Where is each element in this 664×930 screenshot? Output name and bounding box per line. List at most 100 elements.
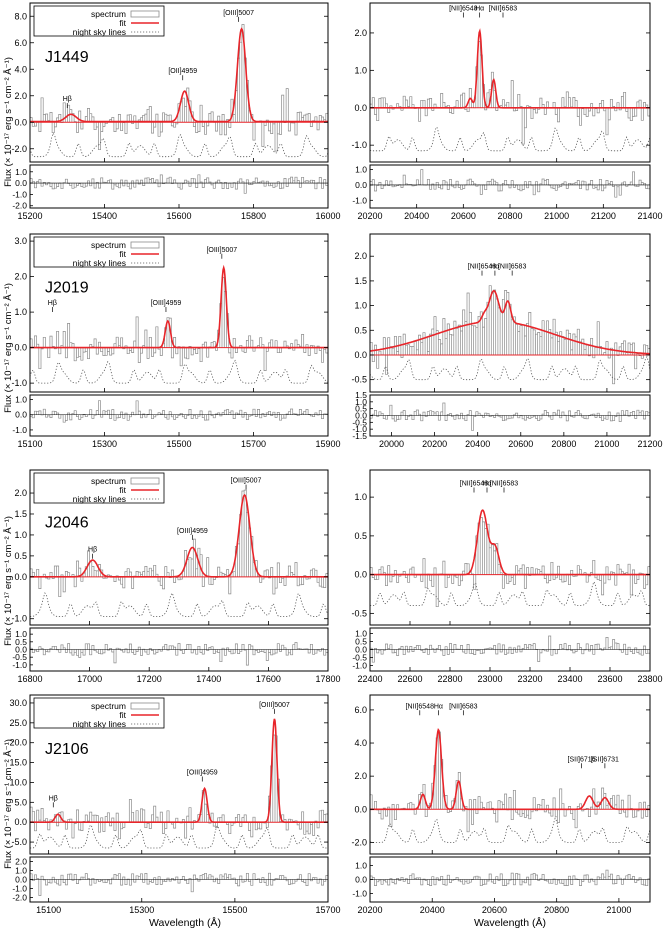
- x-tick-label: 23600: [597, 674, 622, 684]
- residual-y-tick-label: 1.0: [15, 629, 27, 639]
- residual-y-tick-label: 0.5: [15, 637, 27, 647]
- y-tick-label: 4.0: [14, 64, 27, 74]
- residual-y-tick-label: 0.0: [355, 645, 367, 655]
- spectrum-histogram: [370, 285, 650, 385]
- night-sky-line-curve: [370, 817, 650, 843]
- x-tick-label: 15500: [222, 905, 247, 915]
- y-tick-label: 1.5: [14, 509, 27, 519]
- legend-swatch-spectrum: [130, 702, 160, 710]
- legend-label-sky: night sky lines: [73, 27, 126, 37]
- x-tick-label: 21000: [606, 905, 631, 915]
- legend-label-spectrum: spectrum: [91, 9, 126, 19]
- y-tick-label: 0.0: [14, 343, 27, 353]
- y-tick-label: 8.0: [14, 11, 27, 21]
- x-tick-label: 17800: [315, 674, 340, 684]
- legend-swatch-spectrum: [130, 241, 160, 249]
- y-tick-label: 3.0: [14, 236, 27, 246]
- y-tick-label: -1.0: [11, 614, 27, 624]
- y-tick-label: 2.0: [14, 272, 27, 282]
- main-plot-frame: [29, 469, 329, 626]
- y-axis-label-2: Flux (× 10⁻¹⁷ erg s⁻¹ cm⁻² Å⁻¹): [3, 283, 14, 413]
- y-tick-label: 30.0: [9, 698, 27, 708]
- x-tick-label: 15300: [129, 905, 154, 915]
- legend-label-sky: night sky lines: [73, 258, 126, 268]
- x-tick-label: 15900: [315, 439, 340, 449]
- panel-j2106-k: -2.0 0.0 2.0 4.0 6.0 -1.0 0.0 1.0 20200 20400 2060…: [351, 694, 651, 915]
- line-annotation-label: [NII]6583: [449, 703, 478, 710]
- line-annotation-label: Hα: [490, 264, 499, 271]
- line-annotation-label: [SII]6716: [568, 756, 596, 763]
- residual-y-tick-label: -2.0: [12, 893, 27, 903]
- y-tick-label: -1.0: [11, 378, 27, 388]
- y-tick-label: 1.0: [354, 301, 367, 311]
- line-annotation-label: Hα: [482, 481, 491, 488]
- x-tick-label: 23200: [517, 674, 542, 684]
- main-plot-frame: [369, 469, 651, 626]
- y-tick-label: 0.0: [354, 804, 367, 814]
- x-tick-label: 23000: [477, 674, 502, 684]
- y-tick-label: 2.0: [354, 28, 367, 38]
- y-axis-label-4: Flux (× 10⁻¹⁷ erg s⁻¹ cm⁻² Å⁻¹): [3, 739, 14, 869]
- x-axis-label-right: Wavelength (Å): [474, 916, 546, 929]
- y-tick-label: 0.0: [354, 570, 367, 580]
- y-tick-label: 1.5: [354, 276, 367, 286]
- legend-swatch-spectrum: [130, 10, 160, 18]
- main-plot-frame: [29, 694, 329, 855]
- line-annotation-label: [NII]6548: [460, 481, 489, 488]
- residual-y-tick-label: -0.5: [352, 652, 367, 662]
- residual-y-tick-label: 0.0: [15, 645, 27, 655]
- object-name: J2106: [45, 741, 89, 758]
- y-tick-label: 2.0: [14, 488, 27, 498]
- y-tick-label: 0.0: [14, 572, 27, 582]
- line-annotation-label: [NII]6548: [468, 264, 497, 271]
- x-tick-label: 16000: [315, 211, 340, 221]
- legend-label-fit: fit: [119, 249, 126, 259]
- x-tick-label: 21000: [594, 439, 619, 449]
- y-tick-label: 0.0: [354, 103, 367, 113]
- x-tick-label: 17600: [256, 674, 281, 684]
- x-tick-label: 15100: [36, 905, 61, 915]
- residual-y-tick-label: -1.0: [12, 660, 27, 670]
- y-tick-label: -2.0: [11, 144, 27, 154]
- residual-plot-frame: [369, 164, 651, 209]
- y-tick-label: 15.0: [9, 758, 27, 768]
- line-annotation-label: [OIII]5007: [259, 702, 290, 709]
- residual-plot-frame: [29, 164, 329, 209]
- line-annotation-label: [OII]4959: [168, 68, 197, 75]
- fit-curve: [30, 494, 328, 578]
- residual-y-tick-label: 1.0: [15, 866, 27, 876]
- night-sky-line-curve: [370, 580, 650, 606]
- object-name: J1449: [45, 49, 89, 66]
- y-axis-label-1: Flux (× 10⁻¹⁷ erg s⁻¹ cm⁻² Å⁻¹): [3, 57, 14, 187]
- x-tick-label: 20600: [482, 905, 507, 915]
- y-tick-label: -0.5: [351, 375, 367, 385]
- x-tick-label: 22800: [437, 674, 462, 684]
- residual-y-tick-label: -1.0: [12, 425, 27, 435]
- x-axis-label-left: Wavelength (Å): [149, 916, 221, 929]
- fit-curve: [370, 509, 650, 576]
- x-tick-label: 20600: [451, 211, 476, 221]
- residual-y-tick-label: -1.0: [352, 889, 367, 899]
- x-tick-label: 20000: [379, 439, 404, 449]
- line-annotation-label: [NII]6583: [490, 481, 519, 488]
- residual-histogram: [30, 872, 328, 896]
- x-tick-label: 15700: [315, 905, 340, 915]
- x-tick-label: 15700: [241, 439, 266, 449]
- y-tick-label: -0.5: [351, 608, 367, 618]
- y-tick-label: 25.0: [9, 718, 27, 728]
- line-annotation-label: Hβ: [63, 96, 72, 103]
- residual-histogram: [30, 400, 328, 423]
- x-tick-label: 15500: [166, 439, 191, 449]
- y-tick-label: 0.5: [354, 531, 367, 541]
- legend-label-fit: fit: [119, 710, 126, 720]
- fit-curve: [370, 28, 650, 109]
- y-tick-label: 0.0: [14, 817, 27, 827]
- y-tick-label: 1.0: [14, 530, 27, 540]
- x-tick-label: 20600: [508, 439, 533, 449]
- spectrum-histogram: [370, 517, 650, 608]
- x-axis-labels: Wavelength (Å) Wavelength (Å): [149, 916, 546, 929]
- residual-y-tick-label: -1.0: [12, 189, 27, 199]
- spectrum-histogram: [370, 731, 650, 833]
- residual-y-tick-label: 0.0: [15, 178, 27, 188]
